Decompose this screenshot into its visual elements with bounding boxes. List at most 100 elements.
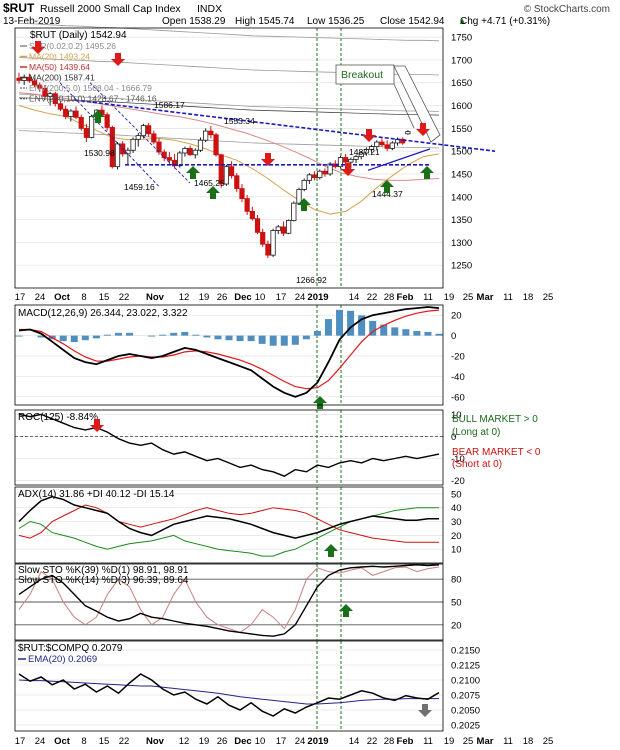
candle-body (68, 110, 74, 117)
adx-panel-title: ADX(14) 31.86 +DI 40.12 -DI 15.14 (18, 489, 175, 500)
roc-y-tick-label: -10 (451, 454, 465, 465)
x-axis-tick-label: 2019 (307, 736, 328, 747)
candle-body (57, 103, 64, 110)
red-down-arrow-icon (90, 419, 104, 432)
green-up-arrow-icon (380, 180, 394, 193)
price-annotation: 1266.92 (296, 275, 327, 285)
x-axis-tick-label: Nov (146, 292, 165, 303)
macd-histogram-bar (59, 335, 67, 342)
macd-y-tick-label: -60 (451, 392, 465, 403)
candle-body (260, 231, 266, 245)
candle-body (63, 108, 69, 117)
x-axis-tick-label: 24 (35, 736, 46, 747)
price-y-tick-label: 1650 (451, 78, 472, 89)
x-axis-tick-label: 19 (199, 736, 210, 747)
x-axis-tick-label: 17 (15, 736, 26, 747)
candle-body (374, 141, 380, 147)
candle-body (379, 141, 385, 146)
candle-body (353, 156, 359, 160)
sto-y-tick-label: 20 (451, 620, 462, 631)
price-annotation: 1465.25 (194, 178, 225, 188)
red-down-arrow-icon (111, 53, 125, 66)
price-y-tick-label: 1250 (451, 261, 472, 272)
candle-body (254, 218, 261, 233)
roc-line (18, 413, 440, 477)
price-legend-entry: MA(200) 1587.41 (29, 73, 95, 83)
channel-line (89, 82, 191, 184)
close-value: Close 1542.94 (380, 16, 445, 27)
ratio-y-tick-label: 0.2125 (451, 661, 480, 672)
market-regime-note: (Long at 0) (452, 427, 500, 438)
breakout-callout-text: Breakout (341, 69, 383, 81)
macd-histogram-bar (103, 334, 111, 336)
candle-body (203, 130, 209, 141)
market-regime-note: (Short at 0) (452, 459, 502, 470)
price-legend-entry: ENV(200,10.0) 1428.67 - 1746.16 (29, 94, 157, 104)
price-y-tick-label: 1300 (451, 238, 472, 249)
macd-histogram-bar (413, 331, 421, 336)
macd-y-tick-label: -40 (451, 372, 465, 383)
candle-body (275, 226, 281, 231)
ratio-legend-entry: EMA(20) 0.2069 (28, 654, 97, 665)
green-up-arrow-icon (91, 110, 105, 123)
macd-y-tick-label: 20 (451, 311, 462, 322)
macd-histogram-bar (280, 335, 288, 346)
price-y-tick-label: 1350 (451, 215, 472, 226)
roc-panel: 10 0 -10 -20 ROC(125) -8.84% BULL MARKET > 0 (… (15, 410, 541, 487)
ratio-y-tick-label: 0.2025 (451, 721, 480, 732)
x-axis-tick-label: Feb (397, 292, 414, 303)
slow-sto-39-line (18, 564, 440, 637)
macd-line (18, 306, 440, 398)
x-axis-tick-label: 11 (423, 736, 433, 747)
macd-histogram-bar (148, 335, 156, 337)
symbol-title: $RUT (3, 1, 35, 15)
x-axis-tick-label: 19 (444, 292, 455, 303)
macd-y-tick-label: -20 (451, 352, 465, 363)
x-axis-tick-label: 11 (503, 736, 513, 747)
adx-y-tick-label: 50 (451, 489, 462, 500)
x-axis-tick-label: 25 (543, 292, 554, 303)
macd-histogram-bar (358, 315, 366, 336)
candle-body (291, 202, 297, 221)
macd-histogram-bar (170, 332, 178, 336)
callout-pointer (393, 83, 415, 129)
candle-body (104, 114, 110, 128)
x-axis-tick-label: 11 (503, 292, 513, 303)
stochastic-panel-frame (14, 563, 444, 641)
x-axis-tick-label: 26 (217, 736, 228, 747)
price-y-tick-label: 1700 (451, 55, 472, 66)
green-up-arrow-icon (420, 166, 434, 179)
candle-body (177, 152, 183, 167)
x-axis-tick-label: 15 (99, 736, 110, 747)
change-value: Chg +4.71 (+0.31%) (460, 16, 550, 27)
candle-body (197, 139, 204, 151)
adx-line (18, 495, 439, 539)
sto-y-tick-label: 80 (451, 575, 462, 586)
macd-histogram-bar (380, 324, 388, 336)
callout-pointer (393, 65, 441, 143)
macd-histogram-bar (203, 335, 211, 338)
chart-header: $RUT Russell 2000 Small Cap Index INDX 1… (3, 1, 610, 27)
candle-body (249, 210, 255, 220)
x-axis-tick-label: 26 (217, 292, 228, 303)
roc-y-tick-label: -20 (451, 476, 465, 487)
x-axis-tick-label: 15 (99, 292, 110, 303)
ratio-y-tick-label: 0.2150 (451, 646, 480, 657)
macd-signal-line (19, 309, 440, 390)
macd-histogram-bar (37, 335, 45, 338)
macd-histogram-bar (247, 335, 255, 342)
price-y-tick-label: 1400 (451, 192, 472, 203)
candle-body (358, 152, 364, 158)
x-axis-tick-label: 22 (119, 292, 130, 303)
breakout-callout-box (335, 64, 395, 85)
x-axis-tick-label: 8 (81, 736, 86, 747)
candle-body (78, 117, 84, 129)
sto-panel-subtitle: Slow STO %K(14) %D(3) 96.39, 89.64 (18, 575, 189, 586)
candle-body (337, 157, 344, 168)
macd-histogram-bar (258, 335, 266, 344)
macd-histogram-bar (336, 309, 344, 336)
x-axis-tick-label: Mar (477, 292, 494, 303)
sto-panel-title: Slow STO %K(39) %D(1) 98.91, 98.91 (18, 565, 189, 576)
macd-histogram-bar (159, 334, 167, 336)
candle-body (161, 151, 167, 158)
